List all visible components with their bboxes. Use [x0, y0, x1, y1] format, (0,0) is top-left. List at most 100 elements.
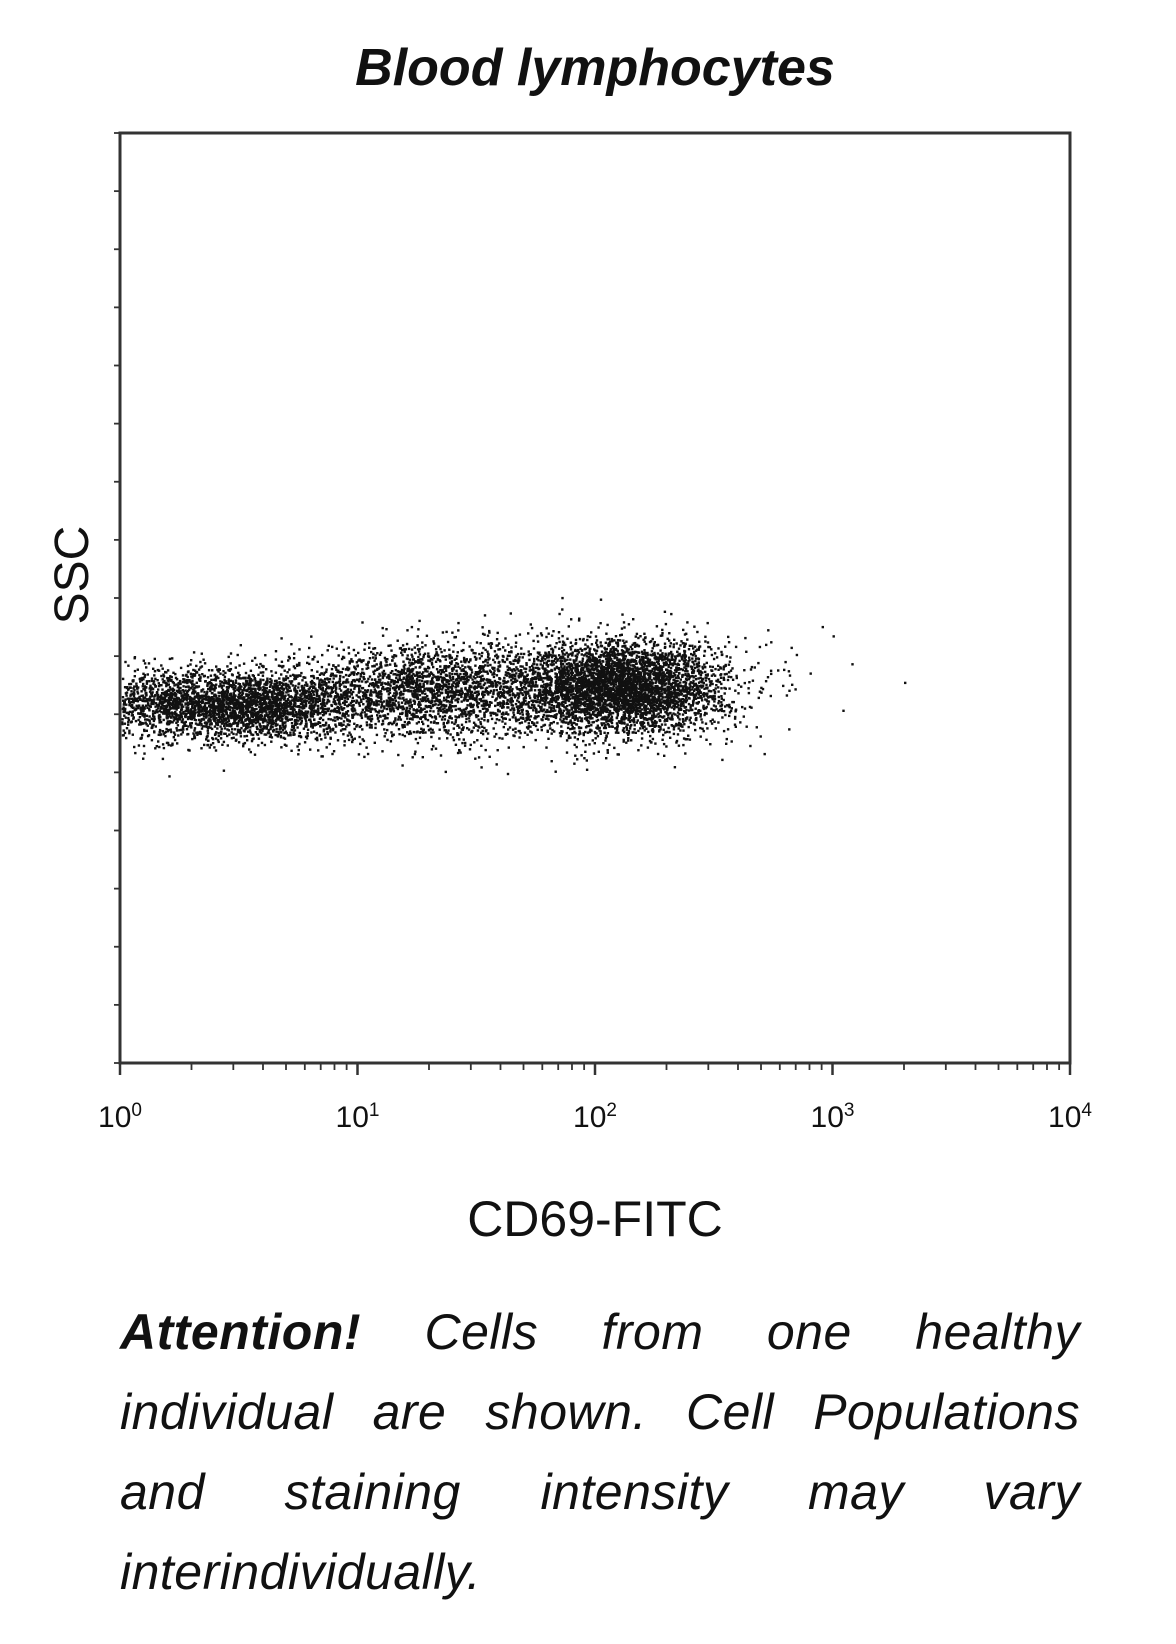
data-point	[527, 632, 530, 635]
data-point	[441, 668, 444, 672]
data-point	[493, 650, 497, 653]
data-point	[217, 691, 220, 694]
data-point	[245, 734, 249, 738]
data-point	[360, 711, 364, 714]
data-point	[385, 716, 388, 720]
data-point	[511, 707, 514, 710]
data-point	[431, 676, 434, 680]
data-point	[530, 731, 533, 734]
data-point	[528, 696, 532, 700]
data-point	[261, 727, 265, 731]
data-point	[281, 721, 284, 724]
data-point	[439, 709, 443, 713]
data-point	[416, 696, 419, 700]
data-point	[350, 708, 353, 711]
data-point	[595, 664, 599, 667]
data-point	[457, 675, 460, 678]
data-point	[267, 701, 270, 705]
data-point	[361, 708, 364, 711]
data-point	[400, 701, 404, 704]
data-point	[388, 691, 392, 694]
data-point	[419, 682, 422, 685]
data-point	[495, 688, 498, 692]
data-point	[485, 703, 489, 706]
data-point	[483, 715, 486, 719]
data-point	[367, 698, 370, 702]
data-point	[215, 675, 219, 678]
data-point	[297, 716, 300, 719]
data-point	[502, 725, 505, 729]
data-point	[449, 690, 452, 693]
data-point	[402, 660, 405, 663]
data-point	[423, 698, 427, 702]
data-point	[176, 720, 179, 723]
data-point	[378, 709, 381, 712]
data-point	[410, 625, 414, 629]
data-point	[320, 692, 324, 695]
data-point	[491, 682, 495, 685]
data-point	[487, 658, 490, 661]
data-point	[293, 729, 297, 732]
data-point	[467, 710, 470, 714]
data-point	[242, 662, 246, 665]
data-point	[233, 728, 237, 731]
data-point	[460, 676, 464, 679]
data-point	[502, 692, 505, 695]
data-point	[357, 672, 360, 675]
data-point	[481, 693, 484, 696]
data-point	[314, 687, 317, 690]
data-point	[367, 709, 370, 712]
data-point	[301, 707, 304, 710]
data-point	[341, 667, 345, 671]
data-point	[223, 724, 226, 727]
data-point	[258, 709, 261, 713]
data-point	[391, 659, 394, 662]
data-point	[418, 684, 421, 687]
data-point	[430, 663, 434, 666]
data-point	[495, 713, 498, 716]
data-point	[548, 678, 551, 681]
data-point	[255, 699, 258, 702]
data-point	[391, 694, 395, 698]
data-point	[430, 687, 433, 690]
data-point	[219, 683, 222, 686]
data-point	[381, 626, 384, 630]
data-point	[405, 706, 409, 710]
data-point	[492, 689, 496, 692]
data-point	[403, 724, 406, 727]
data-point	[552, 663, 555, 666]
data-point	[469, 659, 472, 662]
data-point	[264, 689, 268, 693]
data-point	[157, 688, 160, 691]
data-point	[410, 678, 413, 681]
data-point	[332, 750, 336, 753]
data-point	[424, 716, 427, 720]
data-point	[255, 717, 258, 720]
data-point	[381, 709, 384, 712]
data-point	[487, 681, 491, 684]
data-point	[259, 671, 262, 674]
data-point	[248, 729, 252, 732]
data-point	[370, 702, 373, 705]
data-point	[144, 704, 148, 707]
data-point	[251, 693, 254, 697]
data-point	[217, 708, 221, 711]
data-point	[267, 695, 270, 699]
data-point	[365, 709, 369, 712]
data-point	[389, 684, 392, 687]
data-point	[379, 661, 383, 664]
data-point	[414, 674, 417, 677]
data-point	[309, 693, 313, 696]
data-point	[465, 713, 469, 716]
data-point	[445, 674, 448, 677]
data-point	[366, 690, 369, 694]
data-point	[308, 662, 311, 666]
data-point	[526, 679, 529, 683]
data-point	[492, 691, 495, 694]
data-point	[439, 669, 442, 672]
data-point	[419, 661, 422, 664]
data-point	[407, 675, 410, 678]
data-point	[398, 686, 401, 689]
data-point	[270, 679, 273, 682]
data-point	[502, 685, 506, 689]
